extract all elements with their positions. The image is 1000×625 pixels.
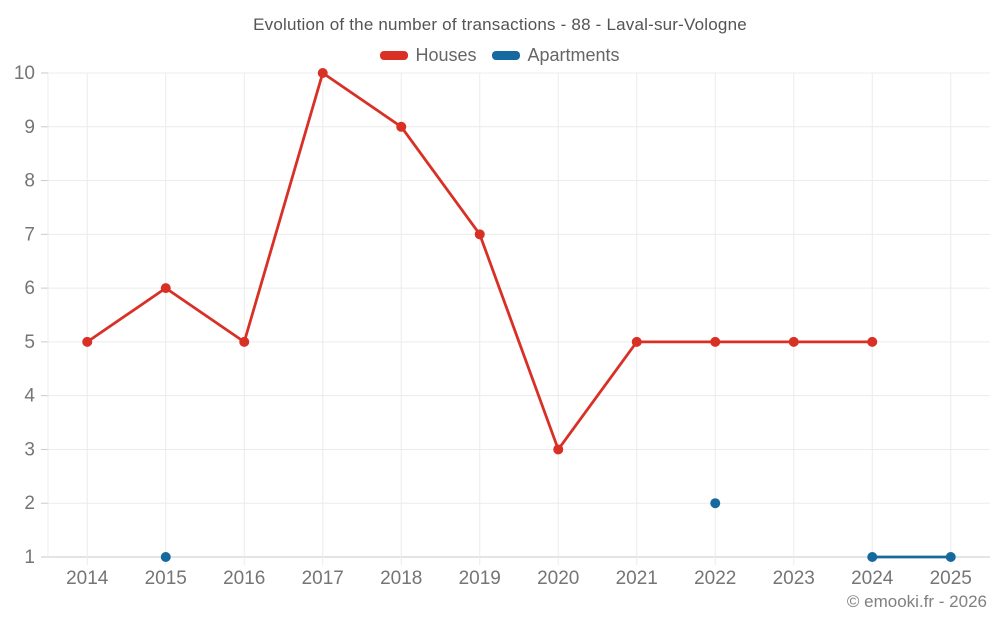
- apartments-point-2024[interactable]: [867, 552, 878, 562]
- houses-point-2014[interactable]: [82, 336, 93, 347]
- y-tick-label: 4: [24, 386, 35, 407]
- y-tick-label: 9: [24, 117, 35, 138]
- apartments-point-2022[interactable]: [710, 498, 721, 509]
- y-tick-label: 8: [24, 171, 35, 192]
- houses-point-2017[interactable]: [317, 68, 328, 78]
- x-tick-label: 2017: [302, 568, 344, 589]
- houses-point-2016[interactable]: [239, 336, 250, 347]
- legend-item-houses[interactable]: Houses: [380, 45, 476, 66]
- legend: Houses Apartments: [0, 45, 1000, 66]
- watermark: © emooki.fr - 2026: [846, 592, 987, 611]
- houses-point-2019[interactable]: [474, 229, 485, 240]
- houses-point-2022[interactable]: [710, 336, 721, 347]
- x-tick-label: 2025: [930, 568, 972, 589]
- x-tick-label: 2021: [616, 568, 658, 589]
- houses-point-2023[interactable]: [788, 336, 799, 347]
- apartments-point-2025[interactable]: [945, 552, 956, 562]
- x-tick-label: 2024: [851, 568, 894, 589]
- y-tick-label: 7: [24, 224, 35, 245]
- x-tick-label: 2018: [380, 568, 422, 589]
- y-tick-label: 10: [14, 63, 35, 84]
- houses-point-2018[interactable]: [396, 121, 407, 132]
- x-tick-label: 2014: [66, 568, 109, 589]
- x-tick-label: 2022: [694, 568, 736, 589]
- y-tick-label: 1: [24, 547, 35, 568]
- houses-point-2020[interactable]: [553, 444, 564, 455]
- x-tick-label: 2015: [145, 568, 187, 589]
- y-tick-label: 3: [24, 439, 35, 460]
- y-tick-label: 5: [24, 332, 35, 353]
- apartments-legend-swatch-icon: [492, 51, 521, 60]
- x-tick-label: 2016: [223, 568, 265, 589]
- x-tick-label: 2019: [459, 568, 501, 589]
- houses-legend-swatch-icon: [380, 51, 409, 60]
- y-tick-label: 2: [24, 493, 35, 514]
- houses-point-2024[interactable]: [867, 336, 878, 347]
- legend-item-apartments[interactable]: Apartments: [492, 45, 620, 66]
- x-tick-label: 2023: [773, 568, 815, 589]
- chart-title: Evolution of the number of transactions …: [253, 15, 747, 34]
- houses-legend-label: Houses: [415, 45, 477, 65]
- apartments-point-2015[interactable]: [160, 552, 171, 562]
- apartments-legend-label: Apartments: [527, 45, 620, 65]
- y-tick-label: 6: [24, 278, 35, 299]
- houses-point-2021[interactable]: [631, 336, 642, 347]
- x-tick-label: 2020: [537, 568, 579, 589]
- houses-point-2015[interactable]: [160, 283, 171, 294]
